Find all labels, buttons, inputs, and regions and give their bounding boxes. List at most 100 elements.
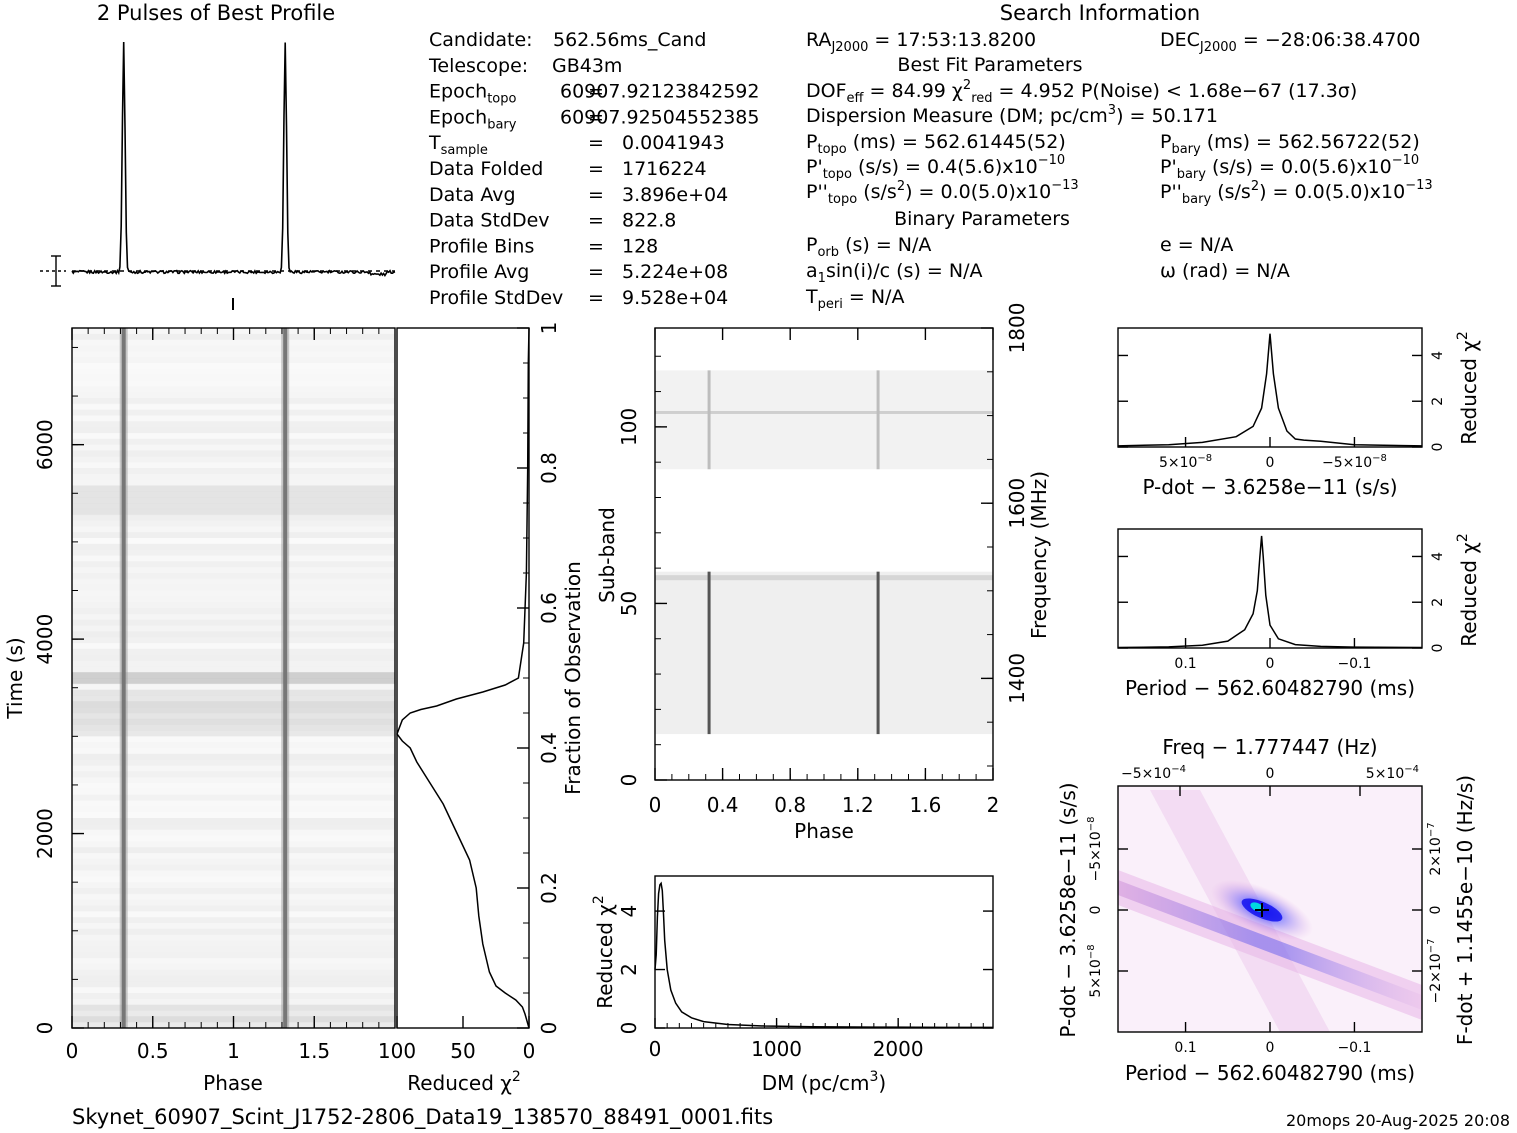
subband-y2tick: 1600 [1005,478,1029,529]
subband-xtick: 2 [987,793,1000,817]
fraction-chi2-ytick: 0.2 [537,872,561,904]
fraction-chi2-xlabel: Reduced χ2 [407,1069,521,1095]
info-row-sep: = [588,261,604,283]
subband-ytick: 100 [617,408,641,446]
subband-phase-plot: 0 0.4 0.8 1.2 1.6 2 0 50 100 1400 1600 1800 Phase S… [595,303,1051,843]
dm-curve-plot: 0 2 4 0 1000 2000 DM (pc/cm3) Reduced χ2 [591,875,994,1095]
p-pdot-plane-plot: Freq − 1.777447 (Hz) 0.1 0 −0.1 −5×10−4 0 5×1… [1056,735,1477,1085]
subband-ytick: 50 [617,591,641,616]
pdot-xtick: 5×10−8 [1159,453,1212,471]
p-pdot-xtick: 0 [1266,1040,1275,1056]
pdot-ticks: 0 2 4 5×10−8 0 −5×10−8 [1118,351,1446,471]
tperi-row: Tperi = N/A [805,286,904,312]
subband-ticks: 0 0.4 0.8 1.2 1.6 2 0 50 100 1400 1600 1800 [617,303,1029,817]
info-row-label: Tsample [428,132,488,158]
period-ytick: 4 [1430,552,1446,561]
pdd-bary-row: P''bary (s/s2) = 0.0(5.0)x10−13 [1160,178,1433,207]
pd-bary-row: P'bary (s/s) = 0.0(5.6)x10−10 [1160,153,1419,182]
p-pdot-y2tick: −2×10−7 [1426,939,1444,1004]
dec-value: −28:06:38.4700 [1265,29,1421,51]
dm-ticks: 0 2 4 0 1000 2000 [617,905,993,1061]
time-phase-ytick: 6000 [33,419,57,470]
info-row-value: 128 [622,235,658,257]
time-phase-xtick: 1.5 [298,1039,330,1063]
dm-xtick: 1000 [751,1037,802,1061]
p-pdot-xtick: −0.1 [1337,1040,1371,1056]
fraction-chi2-plot: 100 50 00 0.2 0.4 0.6 0.8 1 Reduced χ2 Fraction… [378,322,585,1095]
info-row-sep: = [588,184,604,206]
best-fit-header: Best Fit Parameters [897,54,1082,76]
time-phase-ytick: 2000 [33,808,57,859]
time-phase-ylabel: Time (s) [3,637,27,719]
p-pdot-ticks: 0.1 0 −0.1 −5×10−4 0 5×10−4 −5×10−8 0 5×10−8 2×10… [1086,764,1444,1056]
info-row-value: 5.224e+08 [622,261,728,283]
p-pdot-title: Freq − 1.777447 (Hz) [1162,735,1377,759]
fraction-chi2-ytick: 0.4 [537,732,561,764]
time-phase-ytick: 4000 [33,614,57,665]
info-row-value: 3.896e+04 [622,184,728,206]
subband-y2tick: 1400 [1005,653,1029,704]
time-phase-plot: 0 0.5 1 1.5 0 2000 4000 6000 Phase Time (s) [3,327,396,1095]
p-pdot-ytick: −5×10−8 [1086,817,1104,882]
info-row-value: 822.8 [622,210,676,232]
fraction-chi2-xtick: 0 [523,1039,536,1063]
fraction-chi2-ytick: 0.6 [537,592,561,624]
info-row-value: 1716224 [622,158,707,180]
pdot-xtick: −5×10−8 [1322,453,1387,471]
info-row-value: GB43m [552,55,622,77]
pd-topo-row: P'topo (s/s) = 0.4(5.6)x10−10 [806,153,1065,182]
filename-label: Skynet_60907_Scint_J1752-2806_Data19_138… [72,1105,773,1130]
footer-stamp: 20mops 20-Aug-2025 20:08 [1286,1111,1510,1130]
e-row: e = N/A [1160,234,1233,256]
period-ticks: 0 2 4 0.1 0 −0.1 [1118,552,1446,672]
p-pdot-y2tick: 0 [1428,906,1444,915]
subband-xlabel: Phase [794,819,854,843]
p-pdot-xlabel: Period − 562.60482790 (ms) [1125,1061,1415,1085]
subband-heatmap [655,370,993,735]
left-info-block: Candidate: 562.56ms_Cand Telescope: GB43m Ep… [428,29,759,309]
dm-xlabel: DM (pc/cm3) [762,1069,886,1095]
period-ytick: 2 [1430,598,1446,607]
period-line [1117,535,1423,649]
search-info-header: Search Information [1000,1,1200,25]
porb-row: Porb (s) = N/A [806,234,931,260]
info-row-label: Epochtopo [429,81,516,107]
info-row-value: 9.528e+04 [622,287,728,309]
p-topo-row: Ptopo (ms) = 562.61445(52) [806,131,1066,157]
pdot-line [1117,333,1423,447]
pdot-ylabel: Reduced χ2 [1455,331,1481,445]
time-phase-ytick: 0 [33,1022,57,1035]
dm-xtick: 0 [649,1037,662,1061]
fraction-chi2-ticks: 100 50 00 0.2 0.4 0.6 0.8 1 [378,322,561,1063]
info-row-value: 0.0041943 [622,132,725,154]
p-pdot-ytick: 5×10−8 [1086,944,1104,997]
p-pdot-xtick: 0.1 [1174,1040,1196,1056]
p-pdot-y2label: F-dot + 1.1455e−10 (Hz/s) [1453,775,1477,1045]
time-phase-ticks: 0 0.5 1 1.5 0 2000 4000 6000 [33,328,380,1063]
info-row-label: Telescope: [428,55,528,77]
dm-frame [654,875,994,1029]
fraction-chi2-xtick: 50 [450,1039,475,1063]
subband-ylabel: Sub-band [595,507,619,603]
period-ylabel: Reduced χ2 [1455,533,1481,647]
time-phase-xlabel: Phase [203,1071,263,1095]
pdot-ytick: 0 [1430,443,1446,452]
period-xlabel: Period − 562.60482790 (ms) [1125,676,1415,700]
subband-xtick: 0.4 [707,793,739,817]
subband-y2tick: 1800 [1005,303,1029,354]
dm-ytick: 2 [617,963,641,976]
subband-y2label: Frequency (MHz) [1027,471,1051,639]
omega-row: ω (rad) = N/A [1160,260,1290,282]
dm-ytick: 4 [617,905,641,918]
info-row-sep: = [588,210,604,232]
subband-xtick: 0 [649,793,662,817]
info-row-sep: = [588,235,604,257]
pdot-ytick: 4 [1430,351,1446,360]
p-pdot-y2tick: 2×10−7 [1426,822,1444,875]
p-bary-row: Pbary (ms) = 562.56722(52) [1160,131,1420,157]
dm-line [654,881,993,1029]
info-row-label: Data Avg [429,184,516,206]
fraction-chi2-ytick: 0 [537,1022,561,1035]
subband-xtick: 0.8 [774,793,806,817]
info-row-label: Profile StdDev [429,287,563,309]
